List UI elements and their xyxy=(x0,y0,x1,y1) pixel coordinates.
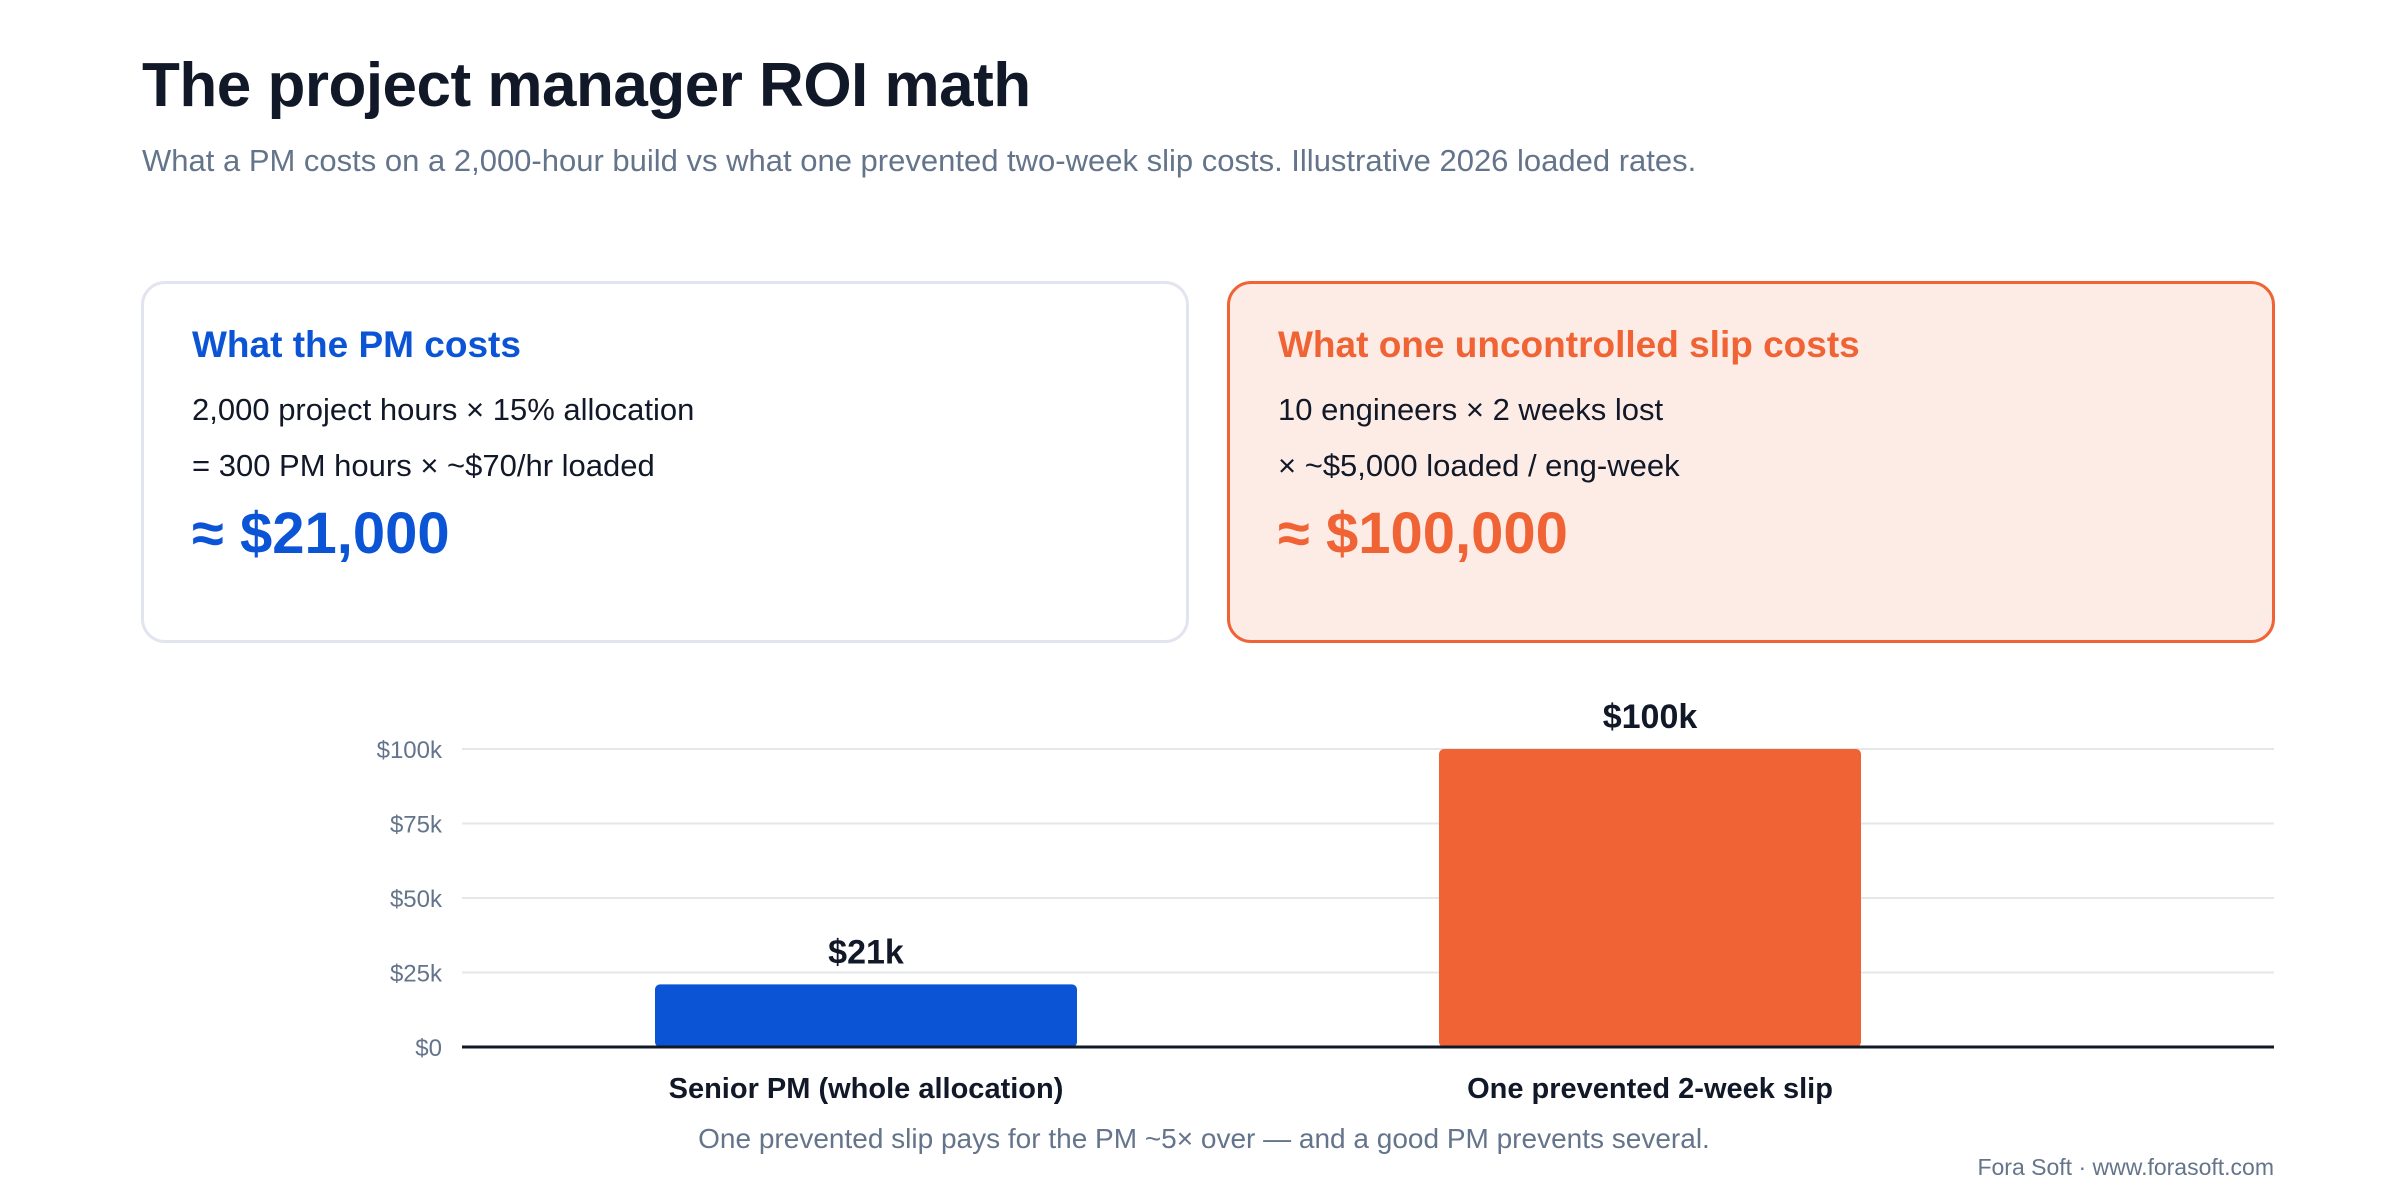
page-subtitle: What a PM costs on a 2,000-hour build vs… xyxy=(142,143,1697,178)
bar-value-label: $100k xyxy=(1603,698,1698,736)
pm-cost-total: ≈ $21,000 xyxy=(192,501,450,566)
page-title: The project manager ROI math xyxy=(142,51,1031,120)
x-category-label: Senior PM (whole allocation) xyxy=(669,1073,1064,1105)
bar xyxy=(655,984,1077,1047)
slip-cost-card: What one uncontrolled slip costs 10 engi… xyxy=(1227,281,2275,643)
bar xyxy=(1439,749,1861,1047)
slip-cost-line-2: × ~$5,000 loaded / eng-week xyxy=(1278,448,1680,483)
y-tick-label: $100k xyxy=(377,737,443,764)
pm-cost-line-2: = 300 PM hours × ~$70/hr loaded xyxy=(192,448,655,483)
slip-cost-heading: What one uncontrolled slip costs xyxy=(1278,324,1860,365)
pm-cost-card: What the PM costs 2,000 project hours × … xyxy=(141,281,1189,643)
x-category-label: One prevented 2-week slip xyxy=(1467,1073,1833,1105)
y-tick-label: $75k xyxy=(390,812,443,839)
pm-cost-heading: What the PM costs xyxy=(192,324,521,365)
slip-cost-line-1: 10 engineers × 2 weeks lost xyxy=(1278,392,1664,427)
y-tick-label: $50k xyxy=(390,886,443,913)
bar-value-label: $21k xyxy=(828,933,904,971)
slip-cost-total: ≈ $100,000 xyxy=(1278,501,1568,566)
pm-cost-line-1: 2,000 project hours × 15% allocation xyxy=(192,392,695,427)
chart-caption: One prevented slip pays for the PM ~5× o… xyxy=(698,1123,1710,1154)
y-tick-label: $0 xyxy=(415,1035,442,1062)
y-tick-label: $25k xyxy=(390,961,443,988)
footer-credit: Fora Soft · www.forasoft.com xyxy=(1977,1154,2274,1180)
